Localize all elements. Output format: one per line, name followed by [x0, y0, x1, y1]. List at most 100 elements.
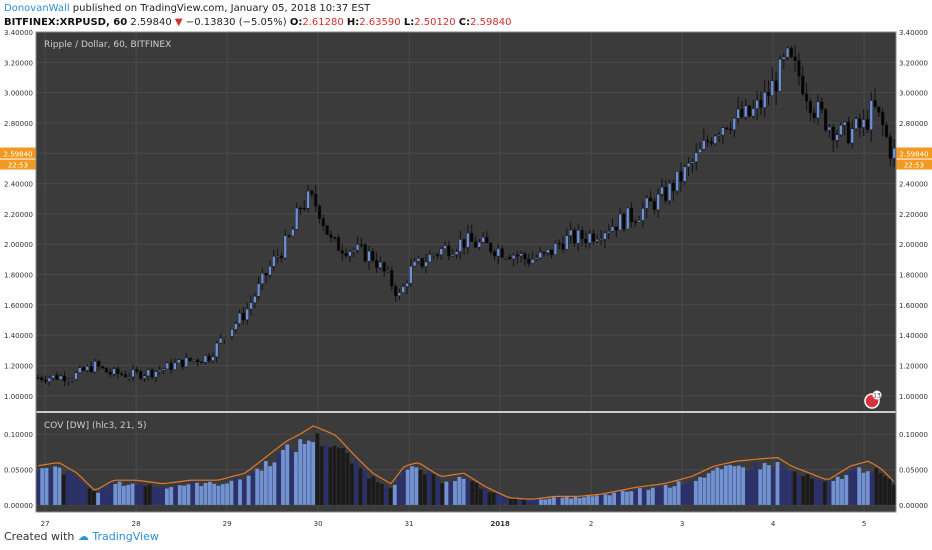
indicator-bar: [616, 491, 621, 505]
candle-body: [405, 283, 409, 287]
indicator-bar: [487, 492, 492, 505]
x-tick-label: 3: [680, 520, 684, 528]
candle-body: [127, 376, 131, 379]
chart-svg[interactable]: 3.40000 3.40000 3.20000 3.20000 3.00000 3.000…: [0, 0, 932, 530]
candle-body: [462, 239, 466, 248]
indicator-bar: [474, 482, 479, 505]
candle-body: [523, 253, 527, 260]
indicator-bar: [504, 498, 509, 505]
indicator-bar: [388, 488, 393, 505]
candle-body: [835, 134, 839, 141]
candle-body: [599, 239, 603, 241]
y-tick-label-left: 2.40000: [4, 181, 33, 189]
y-tick-label-left: 2.00000: [4, 241, 33, 249]
indicator-bar: [719, 469, 724, 505]
candle-body: [329, 234, 333, 238]
candle-body: [801, 76, 805, 95]
indicator-bar: [530, 499, 535, 505]
indicator-bar: [66, 470, 70, 505]
candle-body: [694, 152, 698, 162]
indicator-bar: [509, 498, 513, 505]
candle-body: [276, 256, 280, 258]
candle-body: [43, 379, 48, 382]
candle-body: [317, 205, 322, 219]
candle-body: [184, 357, 188, 368]
indicator-bar: [689, 481, 694, 505]
candle-body: [70, 379, 74, 381]
x-tick-label: 31: [405, 520, 414, 528]
indicator-bar: [91, 491, 96, 505]
indicator-bar: [126, 484, 131, 505]
published-text: published on TradingView.com, January 05…: [72, 3, 371, 14]
indicator-bar: [706, 473, 711, 505]
candle-body: [816, 101, 820, 119]
candle-body: [667, 183, 672, 201]
author-link[interactable]: DonovanWall: [4, 3, 70, 14]
candle-body: [211, 356, 215, 361]
candle-body: [755, 100, 759, 109]
candle-body: [139, 371, 143, 379]
candle-body: [808, 100, 812, 114]
candle-body: [778, 59, 782, 92]
candle-body: [763, 92, 767, 108]
indicator-bar: [470, 480, 475, 505]
candle-body: [725, 127, 729, 130]
indicator-bar: [599, 495, 604, 505]
indicator-bar: [543, 499, 548, 505]
indicator-bar: [109, 483, 113, 505]
indicator-bar: [263, 461, 268, 505]
indicator-bar: [104, 488, 109, 505]
candle-body: [390, 270, 394, 287]
indicator-bar: [891, 484, 896, 505]
candle-body: [359, 244, 363, 246]
candle-body: [569, 229, 573, 236]
indicator-bar: [87, 488, 92, 505]
candle-body: [344, 253, 348, 257]
candle-body: [352, 249, 356, 252]
last-price: 2.59840: [130, 17, 172, 28]
indicator-bar: [491, 492, 496, 505]
candle-body: [199, 361, 204, 364]
indicator-bar: [569, 498, 573, 505]
indicator-bar: [251, 472, 255, 505]
candle-body: [93, 361, 97, 373]
indicator-bar: [603, 494, 608, 505]
x-tick-label: 30: [314, 520, 323, 528]
indicator-bar: [681, 484, 685, 505]
indicator-bar: [229, 480, 234, 505]
candle-body: [150, 369, 154, 378]
candle-body: [485, 237, 489, 244]
candle-body: [629, 207, 634, 222]
y-tick-label-right: 3.40000: [899, 29, 928, 37]
candle-body: [363, 244, 367, 262]
candle-body: [823, 109, 828, 131]
price-tag-box: [0, 147, 36, 159]
indicator-bar: [698, 477, 702, 505]
candle-body: [158, 370, 162, 372]
candle-body: [671, 183, 675, 192]
indicator-bar: [367, 478, 371, 505]
indicator-bar: [526, 500, 530, 505]
indicator-bar: [410, 466, 414, 505]
y-tick-label-right: 2.20000: [899, 211, 928, 219]
candle-body: [382, 262, 386, 272]
indicator-bar: [319, 446, 324, 505]
indicator-bar: [693, 480, 698, 505]
candle-body: [264, 273, 268, 276]
tradingview-link[interactable]: TradingView: [92, 530, 159, 543]
indicator-bar: [332, 445, 337, 505]
candle-body: [546, 249, 550, 253]
indicator-bar: [165, 488, 169, 505]
y-tick-label-left: 2.80000: [4, 120, 33, 128]
indicator-bar: [337, 447, 341, 505]
indicator-bar: [797, 474, 801, 505]
candle-body: [660, 186, 664, 195]
y-tick-label-right: 1.20000: [899, 363, 928, 371]
high-label: H:: [346, 17, 360, 28]
indicator-bar: [547, 498, 552, 505]
x-tick-label: 29: [223, 520, 232, 528]
candle-body: [226, 336, 230, 338]
candle-body: [397, 292, 402, 296]
indicator-bar: [771, 468, 776, 505]
symbol-label: BITFINEX:XRPUSD, 60: [4, 17, 128, 28]
